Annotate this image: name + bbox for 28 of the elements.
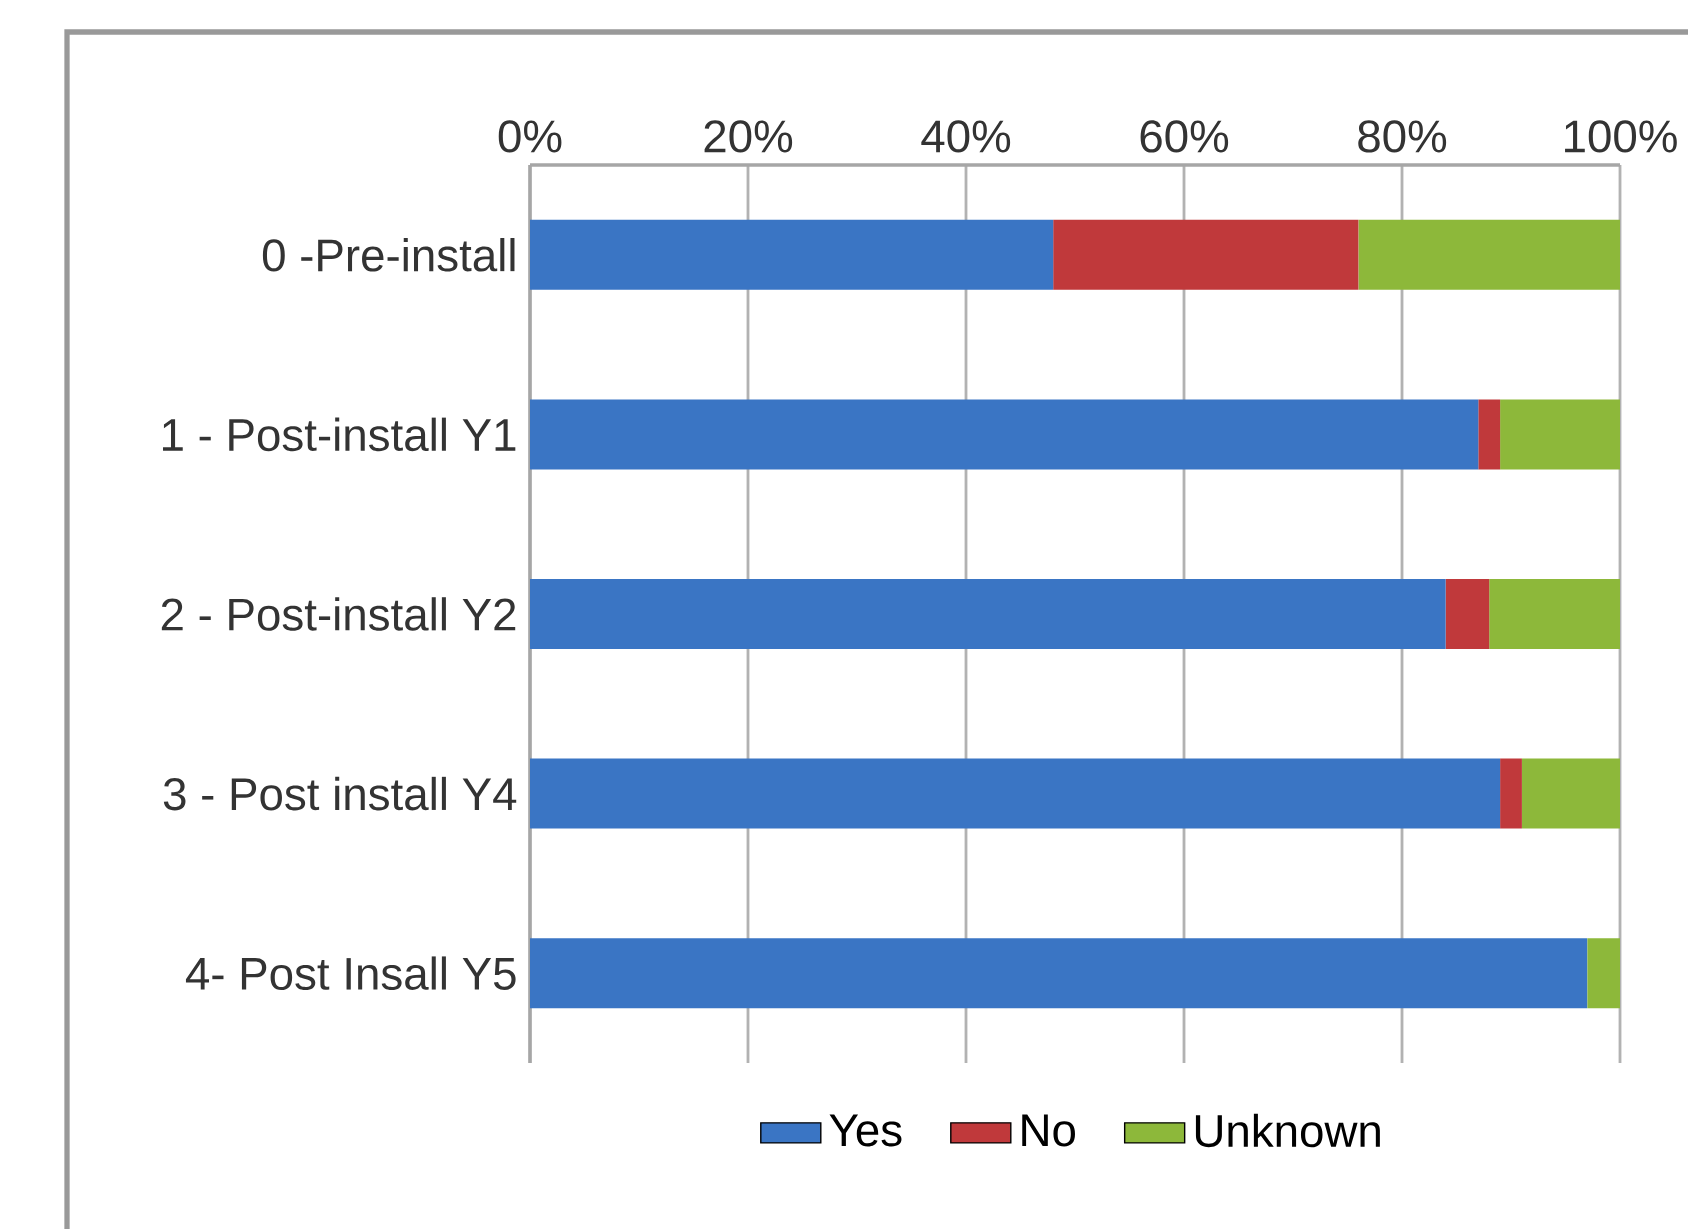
bar — [530, 758, 1501, 829]
x-tick-label: 20% — [704, 120, 793, 153]
bar — [1500, 399, 1621, 470]
y-tick-label: 3 - Post install Y4 — [163, 776, 517, 811]
bar — [1358, 219, 1621, 290]
legend-label: Yes — [829, 1114, 902, 1147]
bar — [1500, 758, 1522, 829]
x-tick-label: 60% — [1140, 120, 1229, 153]
x-tick-label: 100% — [1565, 120, 1677, 153]
bar — [530, 399, 1479, 470]
y-tick-label: 0 -Pre-install — [262, 238, 515, 272]
bar — [530, 938, 1588, 1009]
bar — [1587, 938, 1621, 1009]
bar — [1445, 579, 1490, 650]
x-tick-label: 80% — [1358, 120, 1447, 153]
x-tick-label: 40% — [921, 120, 1011, 153]
y-tick-label: 1 - Post-install Y1 — [163, 417, 516, 452]
bar — [1489, 579, 1621, 650]
y-tick-label: 4- Post Insall Y5 — [185, 956, 516, 990]
bar — [1053, 219, 1359, 290]
bar — [1521, 758, 1621, 829]
x-tick-label: 0% — [498, 120, 562, 153]
bar — [530, 579, 1446, 650]
bar — [1478, 399, 1501, 470]
legend-label: Unknown — [1195, 1113, 1380, 1148]
legend-label: No — [1022, 1114, 1075, 1147]
y-tick-label: 2 - Post-install Y2 — [161, 597, 516, 631]
bar — [530, 219, 1054, 290]
